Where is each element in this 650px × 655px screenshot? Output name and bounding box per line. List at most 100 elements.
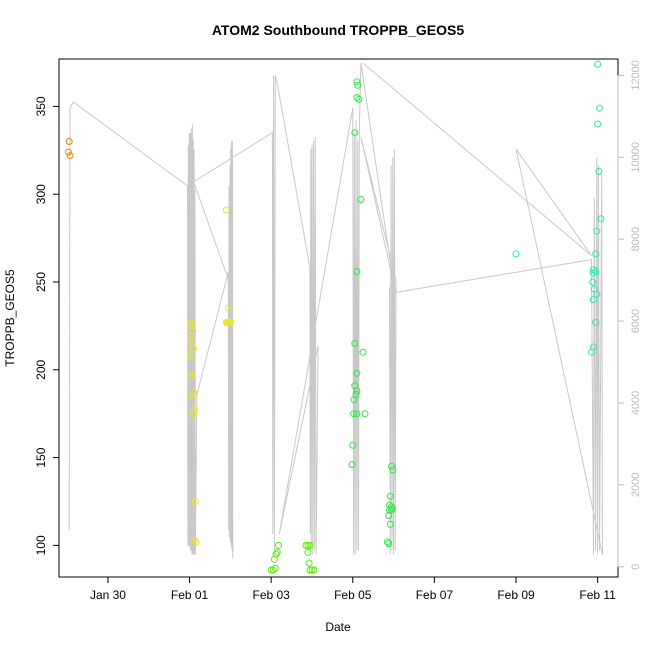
data-point [275,541,282,549]
data-point [66,152,74,160]
y2-tick-label: 0 [630,564,642,570]
data-point [304,548,312,556]
data-point [272,550,280,558]
data-point [359,348,367,356]
y2-tick-label: 10000 [630,142,642,173]
data-point [349,441,357,449]
data-point [592,268,600,275]
data-point [190,410,198,418]
data-point [271,564,279,572]
x-axis: Jan 30 Feb 01 Feb 03 Feb 05 Feb 07 Feb 09 Feb … [90,577,616,602]
data-point [226,318,234,326]
y-axis-right: 0 2000 4000 6000 8000 10000 12000 [617,60,642,570]
data-point [188,392,196,400]
y-tick-label: 350 [34,96,48,116]
data-point [388,506,395,514]
x-tick-label: Feb 07 [416,588,454,602]
y-axis-left: 100 150 200 250 300 350 [34,96,59,555]
y-tick-label: 300 [34,184,48,204]
data-point [302,541,310,549]
data-point [64,148,72,156]
y2-tick-label: 2000 [630,473,642,497]
data-point [222,206,230,214]
data-point [267,566,275,574]
data-point [308,566,316,574]
data-point [191,536,198,544]
data-point [192,538,200,546]
data-point [592,250,600,258]
data-point [353,410,361,418]
data-point [357,196,365,203]
data-point [597,215,605,223]
data-point [353,78,361,86]
data-point [594,120,602,128]
x-tick-label: Feb 05 [334,588,372,602]
data-point [305,559,313,567]
data-point [186,318,194,326]
data-point [350,396,358,404]
data-point [512,250,520,258]
data-point [389,466,397,474]
data-point [595,167,603,175]
data-point [386,520,394,528]
x-tick-label: Feb 03 [252,588,290,602]
data-point [384,538,391,546]
data-point [593,290,601,298]
y-axis-label: TROPPB_GEOS5 [3,269,17,367]
y2-tick-label: 6000 [630,309,642,333]
data-point [353,369,361,377]
altitude-trace-line [68,62,603,559]
x-tick-label: Feb 09 [497,588,535,602]
data-point [269,566,277,574]
data-point [224,318,232,326]
data-point [589,278,597,286]
data-point [191,498,199,505]
y-tick-label: 250 [34,272,48,292]
data-point [187,332,195,340]
data-point [353,387,361,395]
data-point [191,404,198,412]
data-point [187,352,195,360]
y-tick-label: 150 [34,447,48,467]
data-point [386,492,394,500]
data-point [224,304,232,312]
y2-tick-label: 4000 [630,391,642,415]
data-point [190,389,198,397]
data-point [385,540,393,548]
data-point [350,410,358,418]
data-point [590,266,597,274]
data-point [353,268,361,275]
data-point [186,373,194,381]
data-point [354,81,362,89]
y-tick-label: 100 [34,535,48,555]
x-tick-label: Jan 30 [90,588,126,602]
data-point [594,60,602,68]
data-point [361,410,369,418]
x-tick-label: Feb 01 [171,588,209,602]
x-tick-label: Feb 11 [579,588,616,602]
data-point [351,340,359,347]
data-point [351,129,359,137]
data-point [596,104,604,112]
data-point [385,512,393,519]
data-point [592,318,600,326]
y2-tick-label: 12000 [630,60,642,91]
y-tick-label: 200 [34,359,48,379]
data-point [386,506,393,514]
altitude-trace-layer [68,62,603,559]
data-point [188,371,196,379]
data-point [388,462,395,470]
chart-title: ATOM2 Southbound TROPPB_GEOS5 [212,22,464,38]
plot-frame [58,58,619,578]
data-point [310,566,318,574]
x-axis-label: Date [325,620,351,634]
data-point [588,348,595,356]
data-point [188,320,196,328]
data-point [190,345,198,353]
data-point [593,227,601,235]
data-point [65,138,73,145]
data-point [304,541,312,549]
data-point [348,461,356,469]
